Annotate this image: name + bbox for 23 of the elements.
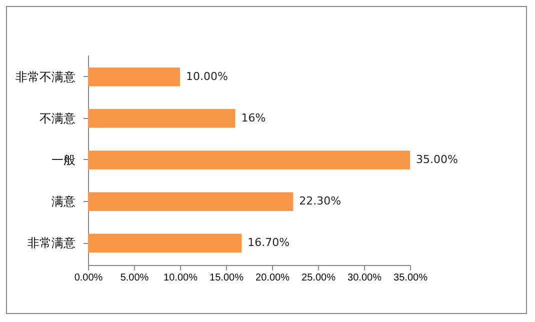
x-tick-label: 35.00% — [394, 272, 428, 284]
bar — [88, 192, 294, 211]
bar — [88, 150, 410, 170]
bar — [88, 67, 180, 86]
x-tick-label: 10.00% — [164, 272, 198, 284]
data-label: 16.70% — [248, 236, 290, 250]
x-tick-label: 0.00% — [74, 272, 103, 284]
y-tick-label: 不满意 — [40, 111, 76, 126]
x-tick-label: 30.00% — [348, 272, 382, 284]
y-tick-label: 一般 — [52, 153, 76, 167]
y-tick-label: 满意 — [52, 194, 76, 209]
x-tick-label: 20.00% — [256, 272, 290, 284]
data-label: 16% — [241, 111, 266, 124]
data-label: 10.00% — [186, 70, 228, 83]
y-tick-label: 非常满意 — [28, 236, 76, 250]
y-tick-label: 非常不满意 — [16, 70, 76, 84]
bar — [88, 109, 236, 128]
data-label: 22.30% — [299, 194, 342, 208]
x-tick-label: 15.00% — [210, 272, 244, 284]
x-tick-label: 25.00% — [302, 272, 336, 284]
x-tick-label: 5.00% — [120, 272, 149, 284]
data-label: 35.00% — [416, 153, 458, 166]
bar — [88, 234, 242, 253]
